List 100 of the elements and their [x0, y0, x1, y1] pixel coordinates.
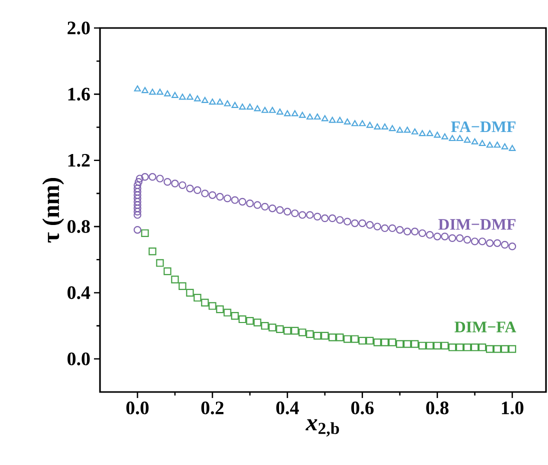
point	[463, 343, 472, 352]
point	[456, 135, 464, 142]
point	[134, 85, 141, 92]
point	[268, 106, 276, 113]
point	[179, 94, 186, 100]
point	[254, 318, 262, 326]
point	[268, 324, 276, 332]
point	[314, 332, 322, 340]
point	[434, 132, 441, 138]
point	[328, 116, 336, 123]
point	[418, 342, 426, 350]
y-tick-label: 0.8	[68, 220, 90, 233]
point	[344, 118, 351, 125]
point	[298, 112, 306, 118]
point	[344, 335, 352, 343]
point	[178, 282, 186, 290]
point	[441, 133, 448, 140]
point	[231, 312, 239, 320]
point	[456, 343, 464, 352]
y-tick-label: 2.0	[68, 22, 90, 34]
point	[246, 104, 254, 110]
point	[404, 126, 411, 133]
point	[478, 140, 486, 146]
x-axis-title: x$_{2,b}$	[306, 419, 339, 437]
series-label: DIM−DMF	[438, 219, 516, 230]
point	[284, 326, 292, 335]
point	[440, 342, 449, 350]
point	[208, 302, 216, 310]
point	[306, 113, 314, 120]
point	[142, 87, 148, 94]
x-tick-label: 1.0	[502, 402, 524, 414]
point	[194, 294, 202, 302]
point	[486, 142, 494, 148]
point	[418, 130, 426, 136]
point	[358, 336, 366, 345]
point	[426, 342, 434, 350]
point	[374, 123, 381, 130]
point	[411, 128, 418, 134]
point	[470, 343, 479, 352]
point	[380, 338, 389, 346]
point	[336, 334, 344, 342]
point	[148, 248, 156, 256]
point	[410, 340, 419, 348]
point	[298, 328, 306, 336]
point	[373, 338, 382, 346]
point	[239, 104, 246, 110]
point	[194, 95, 201, 102]
point	[381, 123, 388, 130]
point	[238, 315, 246, 324]
point	[500, 345, 509, 353]
point	[396, 340, 404, 348]
point	[141, 229, 149, 238]
point	[224, 100, 231, 106]
point	[306, 330, 314, 338]
point	[494, 142, 501, 148]
point	[388, 125, 396, 132]
point	[388, 338, 396, 346]
point	[486, 345, 494, 353]
point	[478, 343, 486, 352]
point	[351, 335, 359, 343]
point	[201, 298, 209, 307]
point	[366, 122, 374, 128]
point	[232, 102, 238, 108]
point	[276, 325, 284, 333]
point	[471, 138, 478, 144]
x-tick-label: 0.6	[351, 402, 374, 414]
point	[202, 96, 208, 103]
point	[426, 130, 434, 136]
point	[321, 115, 328, 122]
series-label: FA−DMF	[451, 121, 516, 132]
y-tick-label: 0.0	[68, 352, 90, 366]
point	[224, 308, 232, 316]
x-tick-label: 0.0	[126, 402, 149, 414]
point	[351, 120, 358, 126]
point	[291, 110, 298, 116]
point	[328, 334, 336, 342]
point	[366, 336, 374, 345]
point	[448, 135, 456, 142]
y-tick-label: 0.4	[68, 286, 90, 300]
x-tick-label: 0.2	[201, 402, 224, 414]
point	[172, 92, 178, 98]
point	[216, 98, 224, 105]
point	[156, 259, 164, 267]
point	[403, 340, 412, 348]
point	[149, 88, 156, 95]
y-tick-label: 1.6	[68, 88, 90, 101]
point	[448, 343, 456, 352]
point	[396, 126, 404, 133]
y-tick-label: 1.2	[68, 154, 90, 167]
point	[336, 116, 344, 123]
point	[321, 332, 329, 340]
x-tick-label: 0.4	[276, 402, 299, 414]
point	[171, 276, 179, 284]
point	[291, 326, 299, 335]
x-tick-label: 0.8	[426, 402, 449, 414]
point	[508, 144, 516, 151]
point	[314, 113, 321, 120]
point	[186, 94, 194, 100]
point	[493, 345, 502, 353]
point	[164, 267, 172, 276]
